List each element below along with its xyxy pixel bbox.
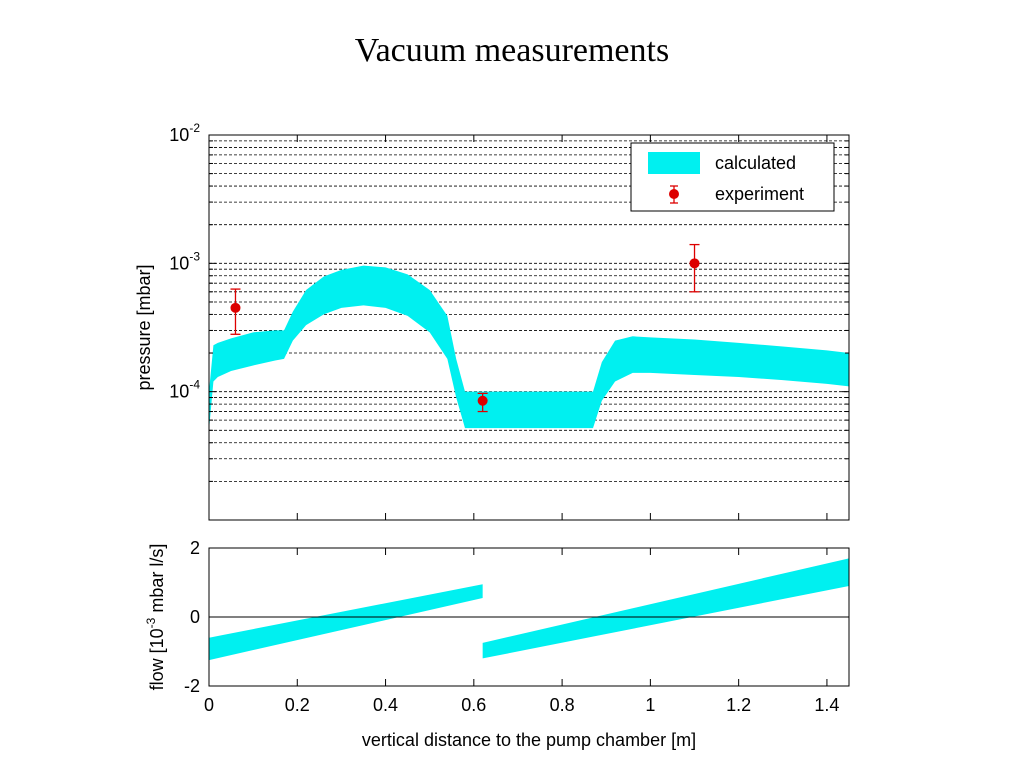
calculated-band [209,265,849,431]
y-tick-label: 2 [190,538,200,558]
y-tick-label: 10-2 [169,121,200,145]
flow-x-axis-label: vertical distance to the pump chamber [m… [362,730,696,750]
flow-y-axis-label: flow [10-3 mbar l/s] [144,544,167,691]
legend-experiment-marker [669,185,679,204]
experiment-points [230,243,700,413]
pressure-y-axis-label: pressure [mbar] [134,264,154,390]
x-tick-label: 1 [645,695,655,715]
flow-band-segment [209,584,483,661]
calculated-band-area [209,265,849,431]
x-tick-label: 0.4 [373,695,398,715]
x-tick-label: 0.6 [461,695,486,715]
slide-title: Vacuum measurements [354,32,670,69]
x-tick-label: 0.8 [550,695,575,715]
legend-point-marker [669,189,679,199]
flow-panel: 0 0.2 0.4 0.6 0.8 1 1.2 1.4 20-2 flow [10-3 mba… [144,538,850,750]
x-tick-label: 0.2 [285,695,310,715]
x-tick-label: 1.2 [726,695,751,715]
pressure-axes-frame [208,134,850,521]
point-marker [689,258,700,269]
y-tick-label: 10-3 [169,249,200,273]
experiment-point [477,392,488,413]
flow-y-tick-labels: 2 0 -2 [184,538,200,696]
point-marker [230,302,241,313]
flow-ticks [208,547,849,687]
point-marker [477,395,488,406]
pressure-y-tick-labels: 10-2 10-3 10-4 [169,121,200,402]
legend-experiment-label: experiment [715,184,804,204]
legend-calculated-label: calculated [715,153,796,173]
pressure-panel: 10-2 10-3 10-4 pressure [mbar] calculated … [134,121,850,521]
flow-band-segment [482,558,849,659]
y-tick-label: -2 [184,676,200,696]
x-tick-label: 0 [204,695,214,715]
pressure-ticks [208,134,849,521]
legend: calculated experiment [630,142,835,212]
experiment-point [230,288,241,335]
experiment-point [689,243,700,293]
y-tick-label: 0 [190,607,200,627]
legend-calculated-swatch [648,152,700,174]
flow-x-tick-labels: 0 0.2 0.4 0.6 0.8 1 1.2 1.4 [204,695,839,715]
flow-band [209,558,849,661]
x-tick-label: 1.4 [814,695,839,715]
y-tick-label: 10-4 [169,378,200,402]
